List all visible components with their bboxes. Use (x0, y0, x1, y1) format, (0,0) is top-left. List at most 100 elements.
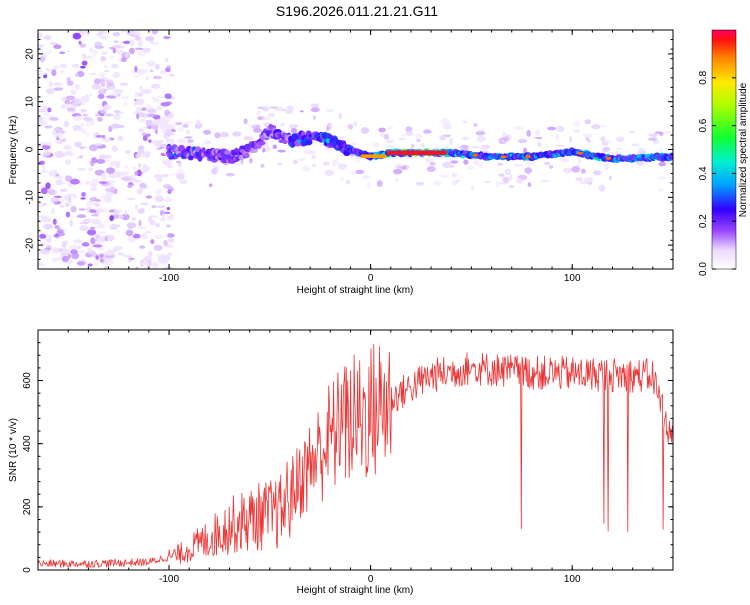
snr-plot-area (38, 330, 673, 570)
spectrogram-noise-speck (70, 178, 80, 185)
spectrogram-noise-speck (345, 179, 351, 185)
spectrogram-noise-speck (151, 30, 158, 35)
snr-ytick-label: 400 (22, 435, 33, 452)
spectrogram-noise-speck (163, 266, 174, 269)
spectrogram-noise-speck (43, 110, 50, 117)
spectrogram-noise-speck (176, 168, 185, 175)
spectrogram-noise-speck (124, 165, 129, 169)
spectrogram-hot-spot (500, 155, 507, 159)
spectrogram-noise-speck (142, 89, 152, 94)
spectrogram-noise-speck (100, 80, 105, 87)
spectrogram-noise-speck (569, 136, 573, 143)
spectrogram-noise-speck (40, 248, 50, 255)
spectrogram-noise-speck (42, 105, 47, 112)
spectrogram-noise-speck (100, 55, 107, 62)
spectrogram-noise-speck (95, 143, 103, 147)
spectrogram-noise-speck (535, 129, 540, 136)
spectrogram-noise-speck (400, 133, 408, 137)
spectrogram-noise-speck (600, 136, 606, 142)
spectrogram-noise-speck (387, 125, 394, 130)
spectrogram-noise-speck (64, 202, 70, 207)
spectrogram-noise-speck (137, 226, 147, 229)
spectrogram-noise-speck (120, 96, 130, 100)
colorbar-tick-label: 0.2 (698, 214, 709, 228)
spectrogram-noise-speck (508, 185, 515, 189)
spectrogram-noise-speck (102, 252, 110, 255)
spectrogram-noise-speck (40, 117, 49, 120)
spectrogram-noise-speck (582, 133, 593, 138)
spectrogram-noise-speck (64, 175, 73, 182)
spectrogram-noise-speck (89, 47, 94, 54)
spectrogram-noise-speck (137, 163, 142, 169)
spectrogram-noise-speck (185, 129, 191, 135)
spectrogram-noise-speck (63, 228, 68, 232)
spectrogram-noise-speck (169, 117, 173, 120)
spectrogram-noise-speck (326, 125, 330, 132)
spectrogram-noise-speck (117, 135, 124, 142)
spectrogram-noise-speck (164, 109, 171, 116)
spectrogram-noise-speck (70, 205, 77, 213)
spectrogram-noise-speck (354, 156, 362, 163)
spectrogram-noise-speck (253, 127, 262, 133)
spectrogram-noise-speck (156, 95, 164, 99)
spectrogram-noise-speck (471, 184, 475, 192)
colorbar-gradient (711, 29, 737, 270)
spectrogram-noise-speck (421, 142, 425, 149)
spectrogram-noise-speck (449, 137, 453, 145)
spectrogram-noise-speck (99, 72, 107, 77)
spectrogram-noise-speck (450, 160, 459, 164)
spectrogram-noise-speck (92, 244, 103, 248)
spectrogram-noise-speck (637, 149, 647, 155)
spectrogram-noise-speck (65, 211, 71, 218)
spectrogram-noise-speck (82, 130, 87, 134)
spectrogram-noise-speck (160, 102, 171, 107)
spectrogram-noise-speck (337, 163, 348, 170)
spectrogram-noise-speck (133, 170, 138, 177)
spectrogram-noise-speck (134, 98, 145, 106)
spectrogram-noise-speck (132, 233, 141, 239)
spectrogram-noise-speck (91, 178, 99, 184)
spectrogram-noise-speck (63, 120, 70, 128)
spectrogram-noise-speck (584, 119, 591, 125)
spectrogram-noise-speck (78, 208, 86, 211)
spectrogram-noise-speck (79, 43, 87, 48)
spectrogram-noise-speck (170, 172, 179, 176)
spectrogram-noise-speck (73, 97, 83, 105)
spectrogram-noise-speck (99, 109, 108, 114)
spectrogram-noise-speck (95, 255, 99, 260)
spectrogram-noise-speck (129, 39, 135, 47)
spectrogram-noise-speck (138, 112, 145, 118)
spectrogram-noise-speck (462, 136, 470, 141)
spectrogram-noise-speck (64, 240, 69, 244)
spectrogram-noise-speck (602, 146, 610, 152)
spectrogram-noise-speck (81, 192, 87, 197)
spectrogram-noise-speck (257, 106, 266, 110)
spectrogram-noise-speck (79, 30, 84, 36)
spectrogram-noise-speck (154, 140, 162, 147)
spectrogram-noise-speck (310, 103, 320, 108)
spectrogram-noise-speck (76, 261, 86, 266)
spectrogram-hot-spot (524, 155, 531, 159)
spectrogram-noise-speck (69, 244, 78, 251)
spectrogram-noise-speck (129, 47, 135, 55)
spectrogram-ridge-mark (343, 150, 351, 156)
spectrogram-noise-speck (165, 186, 174, 189)
snr-ytick-label: 0 (22, 567, 33, 573)
colorbar-tick-label: 0.6 (698, 118, 709, 132)
spectrogram-noise-speck (211, 168, 218, 175)
spectrogram-noise-speck (475, 130, 486, 136)
spectrogram-noise-speck (41, 164, 47, 172)
spectrogram-noise-speck (416, 139, 421, 142)
spectrogram-noise-speck (272, 144, 277, 150)
spectrogram-noise-speck (54, 150, 65, 158)
spectrogram-noise-speck (439, 174, 450, 178)
spectrogram-noise-speck (386, 145, 395, 148)
spectrogram-noise-speck (123, 101, 128, 106)
spectrogram-noise-speck (311, 155, 316, 160)
spectrogram-noise-speck (498, 138, 503, 143)
spectrogram-noise-speck (168, 123, 177, 128)
spectrogram-noise-speck (525, 161, 535, 166)
spectrogram-noise-speck (163, 36, 171, 39)
spectrogram-noise-speck (74, 141, 82, 148)
spectrogram-ytick-label: -10 (25, 190, 36, 205)
